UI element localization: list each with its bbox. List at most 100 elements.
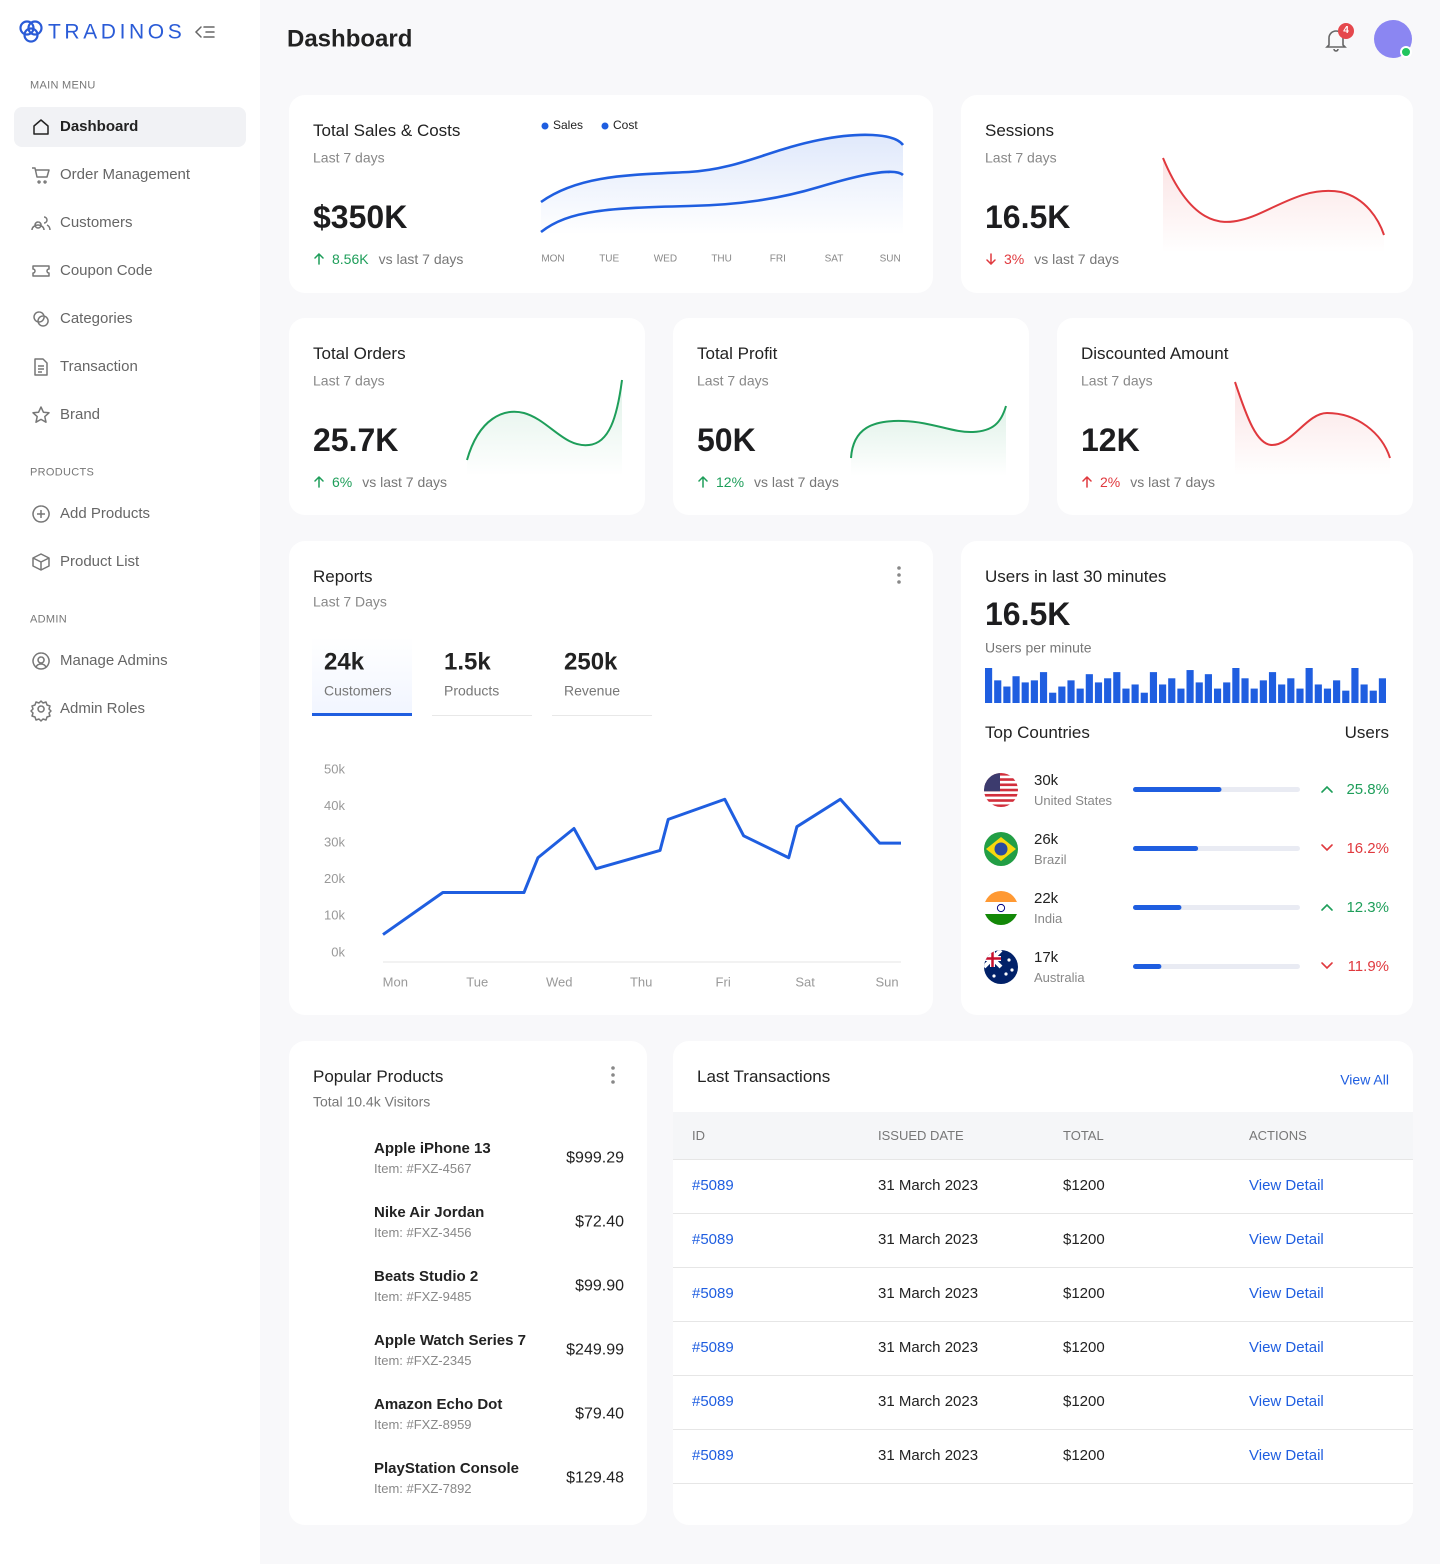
bar	[1223, 682, 1231, 703]
total: $1200	[1063, 1339, 1105, 1356]
y-tick-label: 0k	[331, 944, 345, 959]
flag-wheel	[996, 903, 1006, 913]
product-name[interactable]: Beats Studio 2	[374, 1268, 479, 1285]
x-tick-label: Tue	[466, 974, 488, 989]
share-fill	[1133, 905, 1182, 910]
menu-icon	[32, 167, 50, 184]
menu-item[interactable]: Product List	[60, 553, 140, 570]
row-separator	[673, 1159, 1413, 1160]
product-name[interactable]: Nike Air Jordan	[374, 1204, 485, 1221]
transaction-id[interactable]: #5089	[692, 1393, 734, 1410]
tab-label[interactable]: Products	[444, 682, 500, 699]
product-name[interactable]: PlayStation Console	[374, 1460, 520, 1477]
reports-card: Reports Last 7 Days 24k Customers 1.5k Produc…	[289, 541, 933, 1015]
product-name[interactable]: Apple iPhone 13	[374, 1140, 491, 1157]
view-all-link[interactable]: View All	[1340, 1071, 1389, 1088]
card-title: Popular Products	[313, 1066, 444, 1086]
bar	[1049, 692, 1057, 703]
trend-chevron-glyph	[1321, 785, 1333, 793]
x-tick-label: TUE	[599, 254, 619, 265]
column-header: TOTAL	[1063, 1128, 1104, 1144]
section-title: ADMIN	[30, 613, 67, 626]
collapse-icon	[194, 26, 215, 38]
trend-chevron-glyph	[1321, 903, 1333, 911]
trend-arrow	[698, 476, 708, 488]
tab-label[interactable]: Revenue	[564, 682, 621, 699]
menu-item[interactable]: Customers	[60, 214, 133, 231]
view-detail-link[interactable]: View Detail	[1249, 1393, 1324, 1410]
menu-item[interactable]: Categories	[60, 310, 133, 327]
flag-star	[1004, 972, 1008, 976]
view-detail-link[interactable]: View Detail	[1249, 1177, 1324, 1194]
tab-value[interactable]: 24k	[324, 648, 365, 676]
menu-item[interactable]: Manage Admins	[60, 652, 168, 669]
issued-date: 31 March 2023	[878, 1285, 979, 1302]
product-price: $79.40	[575, 1405, 624, 1423]
column-header: ACTIONS	[1249, 1128, 1307, 1144]
trend-chevron	[1321, 785, 1333, 793]
view-detail-link[interactable]: View Detail	[1249, 1285, 1324, 1302]
bar	[1232, 668, 1240, 703]
sparkline-area	[541, 134, 903, 235]
flag-stripe	[984, 773, 1018, 776]
trend-chevron	[1321, 962, 1333, 970]
transaction-id[interactable]: #5089	[692, 1285, 734, 1302]
menu-item[interactable]: Dashboard	[60, 118, 139, 135]
menu-item[interactable]: Transaction	[60, 358, 138, 375]
flag-star	[1010, 968, 1014, 972]
product-price: $129.48	[566, 1469, 624, 1487]
cost-line	[540, 170, 904, 234]
view-detail-link[interactable]: View Detail	[1249, 1447, 1324, 1464]
menu-item[interactable]: Add Products	[60, 505, 151, 522]
issued-date: 31 March 2023	[878, 1393, 979, 1410]
product-name[interactable]: Apple Watch Series 7	[374, 1332, 526, 1349]
menu-item[interactable]: Order Management	[60, 166, 191, 183]
menu-icon	[34, 358, 48, 376]
menu-icon	[32, 406, 50, 423]
transaction-id[interactable]: #5089	[692, 1447, 734, 1464]
legend-label: Sales	[553, 118, 583, 132]
tab-label[interactable]: Customers	[324, 682, 392, 699]
view-detail-link[interactable]: View Detail	[1249, 1231, 1324, 1248]
country-name: United States	[1034, 793, 1113, 809]
sidebar: TRADINOS MAIN MENU Dashboard Order Manageme…	[0, 0, 260, 1564]
reports-line	[382, 797, 901, 936]
bar	[1314, 684, 1322, 703]
menu-item[interactable]: Admin Roles	[60, 700, 146, 717]
view-detail-link[interactable]: View Detail	[1249, 1339, 1324, 1356]
transaction-id[interactable]: #5089	[692, 1231, 734, 1248]
product-item: Item: #FXZ-4567	[374, 1161, 472, 1177]
bar	[1268, 672, 1277, 703]
product-price: $99.90	[575, 1277, 624, 1295]
product-item: Item: #FXZ-2345	[374, 1353, 472, 1369]
trend-arrow	[314, 253, 324, 265]
bar	[1296, 688, 1304, 703]
total: $1200	[1063, 1393, 1105, 1410]
active-tab-bg	[312, 637, 412, 715]
bar	[1067, 680, 1075, 703]
menu-item[interactable]: Brand	[60, 406, 101, 423]
table-header-bg	[673, 1112, 1413, 1159]
country-change: 25.8%	[1346, 781, 1389, 798]
dot	[897, 573, 901, 577]
change-value: 6%	[332, 474, 353, 490]
product-name[interactable]: Amazon Echo Dot	[374, 1396, 503, 1413]
bar	[1058, 686, 1066, 703]
bar	[1149, 672, 1158, 703]
transaction-id[interactable]: #5089	[692, 1177, 734, 1194]
total: $1200	[1063, 1177, 1105, 1194]
tab-value[interactable]: 1.5k	[444, 648, 491, 676]
card-subtitle: Total 10.4k Visitors	[313, 1093, 431, 1110]
stat-card: Discounted Amount Last 7 days 12K 2% vs last…	[1057, 318, 1413, 515]
tab-value[interactable]: 250k	[564, 648, 618, 676]
row-separator	[673, 1429, 1413, 1430]
share-bar	[1133, 787, 1300, 792]
notification-badge[interactable]: 4	[1338, 23, 1354, 39]
flag-cross	[984, 950, 1001, 967]
y-tick-label: 50k	[324, 761, 345, 776]
country-users: 22k	[1034, 890, 1059, 907]
bar	[1122, 688, 1130, 703]
menu-item[interactable]: Coupon Code	[60, 262, 153, 279]
transaction-id[interactable]: #5089	[692, 1339, 734, 1356]
brand: TRADINOS	[48, 20, 186, 44]
